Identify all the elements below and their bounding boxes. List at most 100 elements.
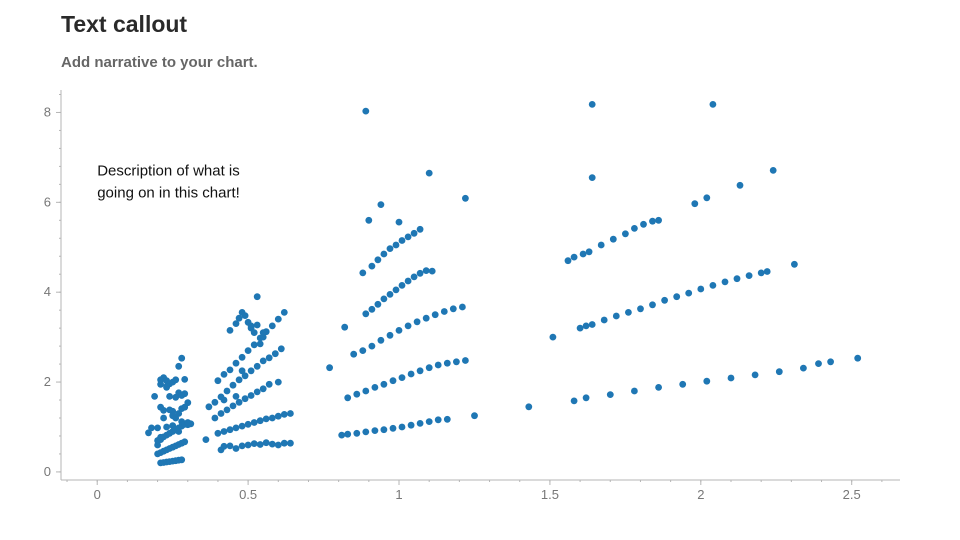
scatter-point	[169, 412, 177, 420]
scatter-point	[241, 395, 249, 403]
scatter-point	[280, 439, 288, 447]
scatter-point	[253, 321, 261, 329]
data-points	[145, 101, 862, 467]
scatter-point	[235, 376, 243, 384]
scatter-point	[175, 362, 183, 370]
scatter-point	[229, 381, 237, 389]
scatter-point	[247, 367, 255, 375]
scatter-point	[570, 397, 578, 405]
scatter-point	[679, 380, 687, 388]
scatter-point	[751, 371, 759, 379]
scatter-point	[253, 293, 261, 301]
scatter-point	[232, 424, 240, 432]
scatter-point	[277, 345, 285, 353]
scatter-point	[582, 394, 590, 402]
scatter-point	[625, 309, 632, 316]
scatter-point	[588, 321, 596, 328]
scatter-point	[416, 225, 424, 233]
x-tick-label: 0.5	[239, 487, 257, 502]
scatter-point	[265, 380, 273, 388]
scatter-point	[612, 312, 620, 320]
scatter-point	[344, 430, 352, 438]
scatter-point	[380, 250, 388, 258]
scatter-point	[377, 201, 385, 209]
x-axis: 0 0.5 1 1.5 2 2.5	[61, 479, 900, 502]
scatter-point	[389, 424, 397, 432]
scatter-point	[259, 385, 267, 393]
scatter-point	[622, 230, 629, 238]
scatter-point	[368, 305, 376, 313]
scatter-point	[256, 417, 264, 425]
scatter-point	[800, 364, 807, 372]
scatter-point	[226, 327, 234, 334]
scatter-point	[854, 354, 862, 362]
scatter-point	[791, 260, 798, 268]
scatter-point	[274, 441, 282, 449]
scatter-point	[579, 250, 587, 258]
scatter-point	[274, 412, 282, 420]
scatter-point	[172, 376, 180, 384]
scatter-point	[178, 354, 186, 362]
callout-text-line-2: going on in this chart!	[97, 184, 240, 201]
scatter-point	[661, 296, 668, 304]
scatter-point	[250, 440, 258, 447]
scatter-point	[344, 394, 352, 402]
scatter-point	[588, 101, 596, 108]
scatter-point	[205, 403, 213, 411]
scatter-point	[184, 419, 192, 426]
scatter-point	[576, 324, 584, 332]
scatter-point	[564, 257, 572, 265]
y-tick-label: 0	[44, 464, 51, 479]
scatter-point	[259, 357, 267, 365]
scatter-point	[416, 269, 424, 277]
scatter-point	[271, 350, 279, 358]
scatter-point	[815, 360, 822, 367]
scatter-point	[386, 331, 394, 339]
scatter-point	[256, 441, 264, 448]
scatter-point	[362, 310, 370, 318]
scatter-point	[733, 275, 741, 283]
scatter-point	[525, 403, 533, 411]
scatter-point	[727, 374, 735, 382]
scatter-point	[181, 376, 189, 383]
scatter-point	[268, 414, 276, 422]
scatter-point	[398, 374, 406, 381]
scatter-point	[763, 268, 771, 275]
scatter-point	[443, 415, 451, 423]
scatter-point	[220, 396, 228, 404]
scatter-point	[588, 174, 596, 182]
scatter-point	[247, 392, 255, 399]
scatter-point	[220, 442, 228, 450]
x-tick-label: 1.5	[541, 487, 559, 502]
scatter-point	[365, 216, 373, 224]
scatter-point	[631, 387, 638, 395]
scatter-point	[223, 387, 231, 395]
scatter-point	[244, 420, 252, 428]
scatter-point	[220, 428, 228, 435]
scatter-point	[745, 272, 753, 279]
scatter-point	[377, 336, 385, 344]
scatter-point	[709, 101, 717, 108]
scatter-point	[211, 398, 219, 406]
scatter-point	[392, 286, 400, 294]
scatter-point	[374, 256, 382, 264]
scatter-point	[166, 406, 174, 414]
scatter-point	[471, 412, 478, 420]
scatter-point	[280, 309, 288, 316]
scatter-point	[362, 387, 370, 395]
scatter-point	[640, 220, 647, 228]
scatter-point	[407, 421, 415, 429]
scatter-point	[827, 358, 834, 366]
scatter-point	[649, 217, 656, 225]
x-tick-label: 1	[395, 487, 402, 502]
scatter-point	[422, 267, 430, 274]
scatter-point	[250, 341, 258, 349]
scatter-point	[235, 398, 243, 406]
scatter-point	[353, 429, 361, 437]
scatter-point	[229, 402, 237, 410]
scatter-point	[163, 423, 171, 431]
scatter-point	[262, 415, 270, 423]
scatter-point	[374, 300, 382, 308]
scatter-point	[459, 303, 466, 311]
scatter-point	[238, 367, 246, 375]
